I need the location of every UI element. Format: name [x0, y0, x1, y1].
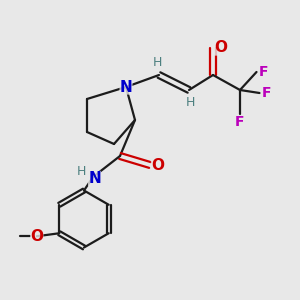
Text: F: F — [235, 116, 245, 129]
Text: H: H — [186, 96, 195, 109]
Text: H: H — [153, 56, 162, 69]
Text: N: N — [120, 80, 132, 94]
Text: O: O — [30, 229, 43, 244]
Text: N: N — [88, 171, 101, 186]
Text: F: F — [258, 65, 268, 79]
Text: H: H — [77, 165, 86, 178]
Text: O: O — [214, 40, 227, 56]
Text: O: O — [151, 158, 164, 172]
Text: F: F — [261, 86, 271, 100]
